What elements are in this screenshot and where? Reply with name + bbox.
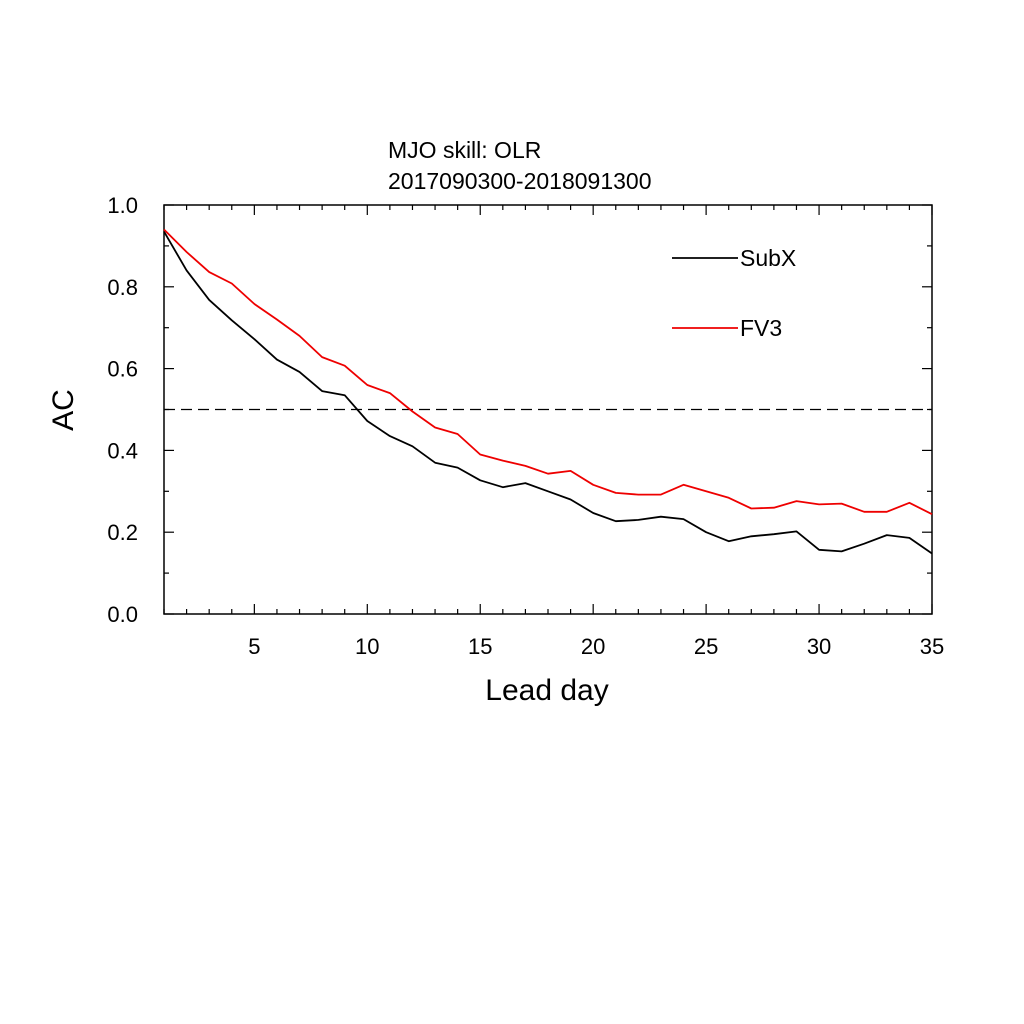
- y-tick-label: 0.0: [107, 602, 138, 627]
- y-tick-label: 0.4: [107, 438, 138, 463]
- series-line-fv3: [163, 228, 933, 516]
- x-tick-label: 5: [248, 634, 260, 659]
- x-tick-label: 30: [807, 634, 831, 659]
- x-tick-label: 10: [355, 634, 379, 659]
- x-tick-label: 20: [581, 634, 605, 659]
- x-axis-label: Lead day: [485, 674, 608, 707]
- y-tick-label: 0.2: [107, 520, 138, 545]
- legend-label-fv3: FV3: [740, 315, 782, 341]
- y-tick-label: 1.0: [107, 193, 138, 218]
- chart-title: MJO skill: OLR: [388, 137, 541, 163]
- y-tick-label: 0.8: [107, 275, 138, 300]
- series-line-subx: [163, 231, 933, 555]
- x-tick-label: 15: [468, 634, 492, 659]
- y-tick-label: 0.6: [107, 357, 138, 382]
- x-tick-label: 35: [920, 634, 944, 659]
- x-tick-label: 25: [694, 634, 718, 659]
- legend-label-subx: SubX: [740, 245, 796, 271]
- chart-subtitle: 2017090300-2018091300: [388, 168, 652, 194]
- y-axis-label: AC: [47, 389, 80, 431]
